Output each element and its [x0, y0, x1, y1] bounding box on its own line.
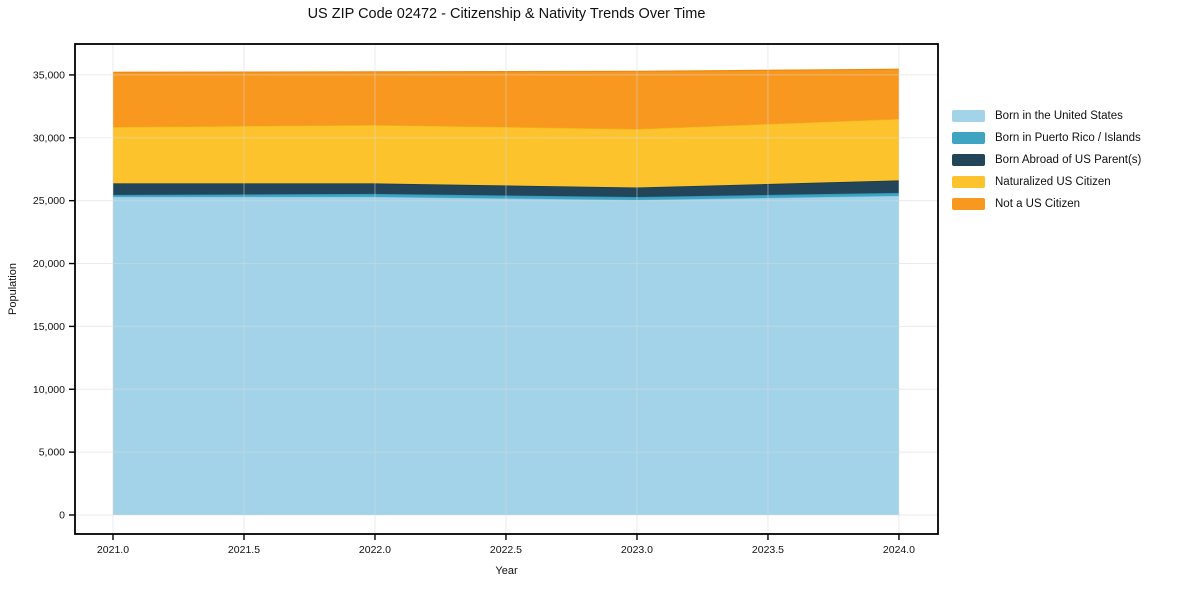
legend-item: Born Abroad of US Parent(s) [952, 149, 1141, 171]
legend-swatch [952, 110, 985, 122]
legend-item: Naturalized US Citizen [952, 171, 1141, 193]
legend-swatch [952, 132, 985, 144]
legend: Born in the United States Born in Puerto … [952, 105, 1141, 215]
y-tick-label: 0 [59, 509, 65, 521]
legend-item: Born in Puerto Rico / Islands [952, 127, 1141, 149]
x-tick-label: 2022.0 [359, 544, 391, 556]
x-axis-label: Year [495, 565, 518, 577]
y-tick-label: 5,000 [39, 447, 65, 459]
x-tick-label: 2021.5 [228, 544, 260, 556]
x-tick-label: 2021.0 [97, 544, 129, 556]
legend-label: Naturalized US Citizen [995, 176, 1111, 188]
y-tick-label: 10,000 [33, 384, 65, 396]
y-tick-label: 20,000 [33, 258, 65, 270]
legend-label: Born in Puerto Rico / Islands [995, 132, 1141, 144]
x-tick-label: 2024.0 [883, 544, 915, 556]
x-tick-label: 2023.5 [752, 544, 784, 556]
y-tick-label: 30,000 [33, 132, 65, 144]
legend-item: Born in the United States [952, 105, 1141, 127]
legend-label: Not a US Citizen [995, 198, 1081, 210]
legend-label: Born in the United States [995, 110, 1123, 122]
legend-swatch [952, 198, 985, 210]
legend-swatch [952, 176, 985, 188]
legend-swatch [952, 154, 985, 166]
legend-label: Born Abroad of US Parent(s) [995, 154, 1142, 166]
x-tick-label: 2023.0 [621, 544, 653, 556]
x-tick-label: 2022.5 [490, 544, 522, 556]
y-tick-label: 15,000 [33, 321, 65, 333]
y-tick-label: 35,000 [33, 69, 65, 81]
y-tick-label: 25,000 [33, 195, 65, 207]
y-axis-label: Population [7, 263, 19, 315]
legend-item: Not a US Citizen [952, 193, 1141, 215]
chart-title: US ZIP Code 02472 - Citizenship & Nativi… [307, 6, 706, 22]
